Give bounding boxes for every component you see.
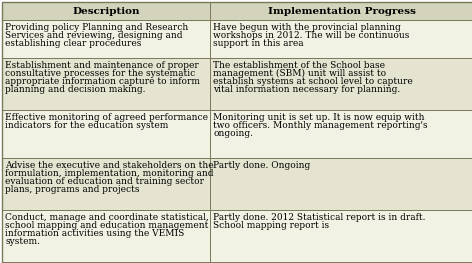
Text: planning and decision making.: planning and decision making. <box>5 84 145 94</box>
Text: Monitoring unit is set up. It is now equip with: Monitoring unit is set up. It is now equ… <box>213 114 424 123</box>
Text: Services and reviewing, designing and: Services and reviewing, designing and <box>5 31 183 40</box>
Text: The establishment of the School base: The establishment of the School base <box>213 62 385 70</box>
Text: information activities using the VEMIS: information activities using the VEMIS <box>5 229 184 238</box>
Bar <box>210 110 472 158</box>
Text: two officers. Monthly management reporting's: two officers. Monthly management reporti… <box>213 121 428 130</box>
Text: consultative processes for the systematic: consultative processes for the systemati… <box>5 69 195 78</box>
Text: formulation, implementation, monitoring and: formulation, implementation, monitoring … <box>5 169 213 178</box>
Bar <box>2 110 210 158</box>
Text: appropriate information capture to inform: appropriate information capture to infor… <box>5 77 200 86</box>
Text: workshops in 2012. The will be continuous: workshops in 2012. The will be continuou… <box>213 31 409 40</box>
Text: establish systems at school level to capture: establish systems at school level to cap… <box>213 77 413 86</box>
Text: School mapping report is: School mapping report is <box>213 221 329 230</box>
Bar <box>2 262 210 263</box>
Bar <box>210 210 472 262</box>
Text: vital information necessary for planning.: vital information necessary for planning… <box>213 84 400 94</box>
Text: Description: Description <box>72 7 140 16</box>
Text: indicators for the education system: indicators for the education system <box>5 121 169 130</box>
Bar <box>210 262 472 263</box>
Text: Effective monitoring of agreed performance: Effective monitoring of agreed performan… <box>5 114 208 123</box>
Text: plans, programs and projects: plans, programs and projects <box>5 185 140 194</box>
Text: school mapping and education management: school mapping and education management <box>5 221 208 230</box>
Bar <box>210 158 472 210</box>
Text: Conduct, manage and coordinate statistical,: Conduct, manage and coordinate statistic… <box>5 214 209 222</box>
Bar <box>2 158 210 210</box>
Text: Establishment and maintenance of proper: Establishment and maintenance of proper <box>5 62 199 70</box>
Bar <box>210 20 472 58</box>
Text: Providing policy Planning and Research: Providing policy Planning and Research <box>5 23 188 33</box>
Text: system.: system. <box>5 236 40 245</box>
Text: Partly done. Ongoing: Partly done. Ongoing <box>213 161 310 170</box>
Text: ongoing.: ongoing. <box>213 129 253 138</box>
Text: evaluation of education and training sector: evaluation of education and training sec… <box>5 177 204 186</box>
Bar <box>2 210 210 262</box>
Bar <box>2 20 210 58</box>
Text: Partly done. 2012 Statistical report is in draft.: Partly done. 2012 Statistical report is … <box>213 214 425 222</box>
Bar <box>210 2 472 20</box>
Text: support in this area: support in this area <box>213 39 303 48</box>
Bar <box>2 58 210 110</box>
Text: Advise the executive and stakeholders on the: Advise the executive and stakeholders on… <box>5 161 214 170</box>
Text: Implementation Progress: Implementation Progress <box>268 7 416 16</box>
Bar <box>210 58 472 110</box>
Bar <box>2 2 210 20</box>
Text: management (SBM) unit will assist to: management (SBM) unit will assist to <box>213 69 386 78</box>
Text: establishing clear procedures: establishing clear procedures <box>5 39 142 48</box>
Text: Have begun with the provincial planning: Have begun with the provincial planning <box>213 23 401 33</box>
